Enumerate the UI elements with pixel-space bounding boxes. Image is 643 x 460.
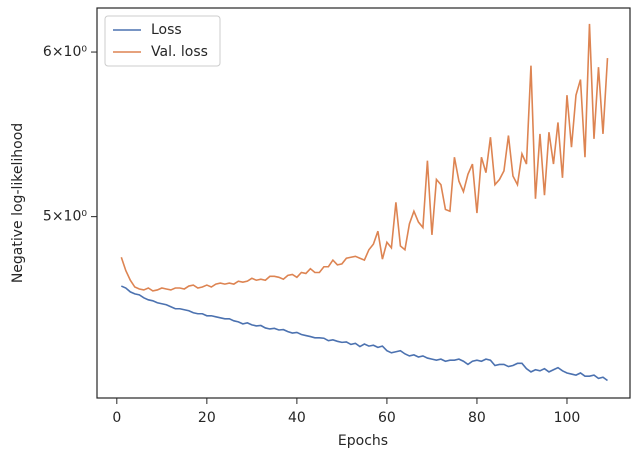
y-tick-label: 5×10⁰ <box>43 209 87 225</box>
legend-box <box>104 15 221 67</box>
x-tick-label: 100 <box>554 410 581 426</box>
y-axis-label: Negative log-likelihood <box>10 123 26 283</box>
x-tick-label: 60 <box>378 410 396 426</box>
x-tick-label: 20 <box>198 410 216 426</box>
plot-frame <box>96 7 631 399</box>
y-tick-label: 6×10⁰ <box>43 44 87 60</box>
x-tick-label: 80 <box>468 410 486 426</box>
series-line <box>120 23 609 292</box>
legend-label: Val. loss <box>151 44 208 60</box>
x-tick-label: 0 <box>112 410 121 426</box>
x-tick-label: 40 <box>288 410 306 426</box>
legend-label: Loss <box>151 22 182 38</box>
x-axis-label: Epochs <box>338 433 388 449</box>
series-line <box>120 285 608 382</box>
